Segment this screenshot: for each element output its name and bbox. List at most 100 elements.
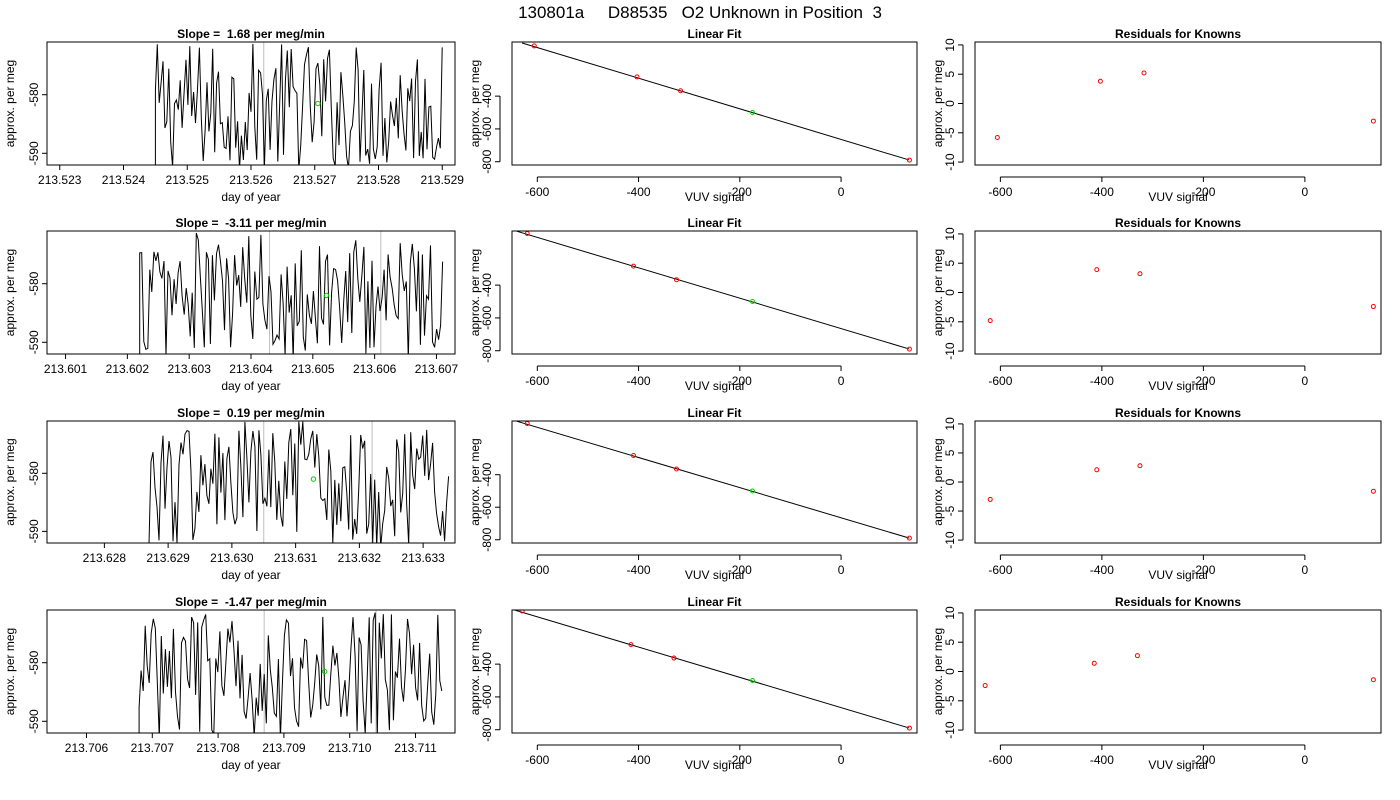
panel-r4-c2-ytick-label: -600 bbox=[480, 685, 494, 709]
panel-r1-c3-xtick-label: -400 bbox=[1090, 185, 1114, 199]
panel-r2-c3-ytick-label: 10 bbox=[943, 227, 957, 241]
panel-r3-c1-xtick-label: 213.631 bbox=[274, 551, 318, 565]
panel-r4-c3-frame bbox=[974, 609, 1382, 734]
panel-r2-c2-xtick-label: -200 bbox=[728, 374, 752, 388]
panel-r3-c3-known-point bbox=[987, 496, 993, 502]
panel-r2-c1-ylabel: approx. per meg bbox=[3, 249, 17, 336]
panel-r3-c3: Residuals for Knowns -600 -400 -200 0 10 5 0 -5 -… bbox=[931, 406, 1382, 582]
panel-r2-c3-known-point bbox=[1370, 304, 1376, 310]
panel-r3-c1-unknown-point bbox=[310, 476, 317, 482]
panel-r3-c1-xlabel: day of year bbox=[221, 568, 280, 582]
panel-r4-c2-ylabel: approx. per meg bbox=[468, 628, 482, 715]
panel-r2-c1-xtick-label: 213.605 bbox=[291, 362, 335, 376]
panel-r1-c3-xtick-label: -600 bbox=[988, 185, 1012, 199]
panel-r4-c2-xtick-label: -600 bbox=[525, 753, 549, 767]
panel-r4-c2-known-point bbox=[628, 642, 634, 648]
panel-r2-c1-xlabel: day of year bbox=[221, 379, 280, 393]
panel-r2-c1-xtick-label: 213.603 bbox=[167, 362, 211, 376]
panel-r1-c2-known-point bbox=[531, 43, 537, 49]
panel-r1-c3-known-point bbox=[1370, 118, 1376, 124]
panel-r1-c1-xtick-label: 213.524 bbox=[102, 173, 146, 187]
panel-r1-c2-known-point bbox=[906, 157, 912, 163]
panel-r3-c1-title-prefix: Slope = bbox=[177, 406, 227, 420]
panel-r4-c2-known-point bbox=[906, 725, 912, 731]
panel-r4-c3-xtick-label: -400 bbox=[1090, 753, 1114, 767]
panel-r2-c3-ytick-label: -10 bbox=[943, 342, 957, 360]
panel-r2-c2-xlabel: VUV signal bbox=[685, 379, 744, 393]
panel-r1-c2-xtick-label: -200 bbox=[728, 185, 752, 199]
panel-r1-c1-title-suffix: per meg/min bbox=[250, 27, 325, 41]
panel-r2-c3-plot-area bbox=[987, 267, 1376, 324]
panel-r2-c3-known-point bbox=[1094, 267, 1100, 273]
panel-r4-c1-title-prefix: Slope = bbox=[175, 595, 225, 609]
panel-r4-c1-xtick-label: 213.707 bbox=[131, 741, 175, 755]
panel-r2-c2-ytick-label: -600 bbox=[480, 306, 494, 330]
panel-r2-c3: Residuals for Knowns -600 -400 -200 0 10 5 0 -5 -… bbox=[931, 216, 1382, 393]
panel-r1-c2-xtick-label: -600 bbox=[525, 185, 549, 199]
panel-r2-c3-xtick-label: -200 bbox=[1191, 374, 1215, 388]
panel-r4-c3-ytick-label: -5 bbox=[943, 695, 957, 706]
panel-r2-c1-xtick-label: 213.604 bbox=[229, 362, 273, 376]
panel-r1-c1: Slope = 1.68 per meg/min 213.523 213.524 21… bbox=[3, 27, 464, 204]
panel-r2-c3-known-point bbox=[1137, 271, 1143, 277]
panel-r1-c1-xtick-label: 213.526 bbox=[229, 173, 273, 187]
panel-r4-c3-xtick-label: 0 bbox=[1302, 753, 1309, 767]
panel-r1-c1-title-prefix: Slope = bbox=[177, 27, 227, 41]
panel-r3-c1-xtick-label: 213.633 bbox=[401, 551, 445, 565]
panel-r2-c2-plot-area bbox=[516, 231, 912, 352]
panel-r3-c1-title-suffix: per meg/min bbox=[250, 406, 325, 420]
panel-r3-c3-ytick-label: 5 bbox=[943, 449, 957, 456]
panel-r4-c3-xtick-label: -600 bbox=[988, 753, 1012, 767]
panel-r1-c3-title: Residuals for Knowns bbox=[1115, 27, 1241, 41]
panel-r2-c3-ytick-label: 5 bbox=[943, 260, 957, 267]
panel-r4-c2-xtick-label: 0 bbox=[838, 753, 845, 767]
panel-r2-c1-xtick-label: 213.607 bbox=[415, 362, 459, 376]
panel-r1-c3-ylabel: approx. per meg bbox=[931, 60, 945, 147]
panel-r4-c1-xtick-label: 213.706 bbox=[65, 741, 109, 755]
panel-r2-c1-title-suffix: per meg/min bbox=[252, 216, 327, 230]
panel-r1-c3-known-point bbox=[1141, 70, 1147, 76]
panel-r4-c3-ytick-label: -10 bbox=[943, 721, 957, 739]
panel-r2-c3-xlabel: VUV signal bbox=[1148, 379, 1207, 393]
panel-r4-c3-ylabel: approx. per meg bbox=[931, 628, 945, 715]
panel-r1-c1-xtick-label: 213.525 bbox=[166, 173, 210, 187]
panel-r1-c3-ytick-label: -5 bbox=[943, 127, 957, 138]
panel-r1-c2-plot-area bbox=[521, 42, 912, 163]
panel-r3-c1-slope-value: 0.19 bbox=[227, 406, 251, 420]
panel-r2-c1-plot-area bbox=[139, 231, 444, 354]
panel-r3-c1-ytick-label: -590 bbox=[27, 519, 41, 543]
panel-r4-c3-ytick-label: 10 bbox=[943, 606, 957, 620]
panel-r2-c2-xtick-label: -400 bbox=[627, 374, 651, 388]
panel-r4-c1-xtick-label: 213.710 bbox=[328, 741, 372, 755]
panel-r3-c2-known-point bbox=[906, 535, 912, 541]
panel-r3-c2-ytick-label: -800 bbox=[480, 527, 494, 551]
panel-r1-c2-title: Linear Fit bbox=[687, 27, 741, 41]
panel-r1-c3-known-point bbox=[994, 134, 1000, 140]
panel-r2-c2-unknown-point bbox=[749, 299, 755, 305]
panel-r2-c2-frame bbox=[511, 230, 918, 355]
panel-r1-c2-xlabel: VUV signal bbox=[685, 190, 744, 204]
panel-r3-c2-title: Linear Fit bbox=[687, 406, 741, 420]
panel-r3-c2-xlabel: VUV signal bbox=[685, 568, 744, 582]
panel-r3-c1: Slope = 0.19 per meg/min 213.628 213.629 21… bbox=[3, 406, 456, 582]
panel-r4-c3-known-point bbox=[982, 683, 988, 689]
panel-r3-c2-ytick-label: -400 bbox=[480, 462, 494, 486]
panel-r3-c3-xtick-label: -200 bbox=[1191, 563, 1215, 577]
panel-r1-c1-signal-trace bbox=[154, 43, 443, 165]
panel-r4-c2-unknown-point bbox=[749, 678, 755, 684]
panel-r3-c2-unknown-point bbox=[749, 488, 755, 494]
panel-r3-c3-plot-area bbox=[987, 463, 1376, 502]
panel-r1-c1-xtick-label: 213.527 bbox=[293, 173, 337, 187]
panel-r3-c3-ytick-label: 10 bbox=[943, 417, 957, 431]
panel-r3-c2-known-point bbox=[631, 452, 636, 458]
panel-r2-c1-title: Slope = -3.11 per meg/min bbox=[175, 216, 326, 230]
panel-r1-c3-ytick-label: 0 bbox=[943, 100, 957, 107]
panel-r2-c2-ylabel: approx. per meg bbox=[468, 249, 482, 336]
panel-r3-c1-plot-area bbox=[148, 421, 450, 543]
panel-r4-c1-ylabel: approx. per meg bbox=[3, 628, 17, 715]
panel-r1-c1-ytick-label: -590 bbox=[27, 141, 41, 165]
panel-r2-c1-xtick-label: 213.601 bbox=[44, 362, 88, 376]
panel-r2-c2-known-point bbox=[631, 263, 636, 269]
panel-r4-c1-plot-area bbox=[138, 610, 443, 733]
